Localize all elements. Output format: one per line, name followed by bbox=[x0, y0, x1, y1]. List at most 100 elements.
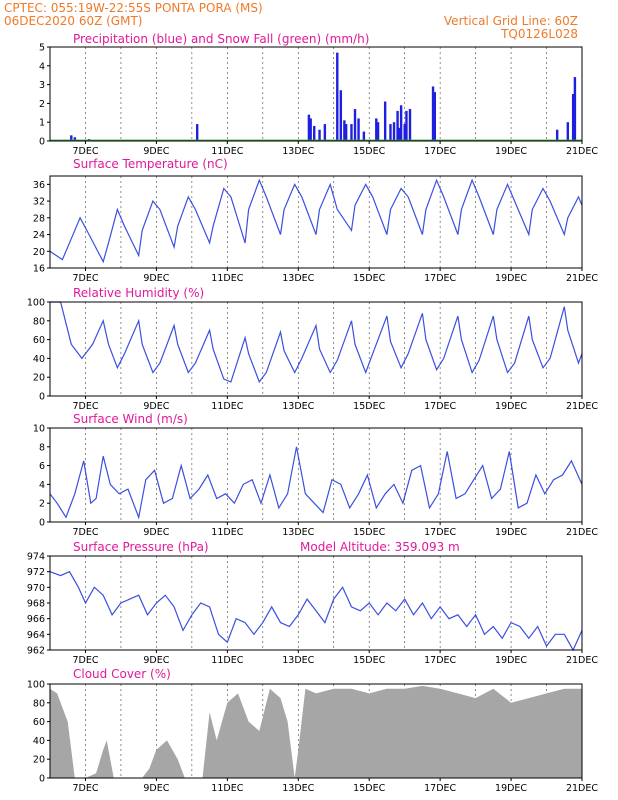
precip-bar bbox=[73, 137, 77, 141]
x-tick-label: 9DEC bbox=[143, 273, 169, 284]
y-tick-label: 6 bbox=[39, 461, 45, 472]
panel-title: Surface Pressure (hPa) bbox=[73, 540, 209, 554]
x-tick-label: 9DEC bbox=[143, 146, 169, 157]
x-tick-label: 9DEC bbox=[143, 655, 169, 666]
precip-bar bbox=[70, 135, 73, 141]
panel-frame bbox=[49, 301, 583, 397]
precip-bar bbox=[343, 120, 346, 141]
y-tick-label: 40 bbox=[33, 736, 45, 747]
x-tick-label: 13DEC bbox=[282, 401, 314, 412]
x-tick-label: 17DEC bbox=[424, 146, 456, 157]
x-tick-label: 21DEC bbox=[566, 527, 598, 538]
x-tick-label: 21DEC bbox=[566, 655, 598, 666]
series-line bbox=[49, 446, 583, 520]
panel-frame bbox=[49, 46, 583, 142]
panel-title: Surface Temperature (nC) bbox=[73, 157, 228, 171]
precip-bar bbox=[357, 118, 360, 141]
x-tick-label: 15DEC bbox=[353, 655, 385, 666]
x-tick-label: 19DEC bbox=[495, 783, 527, 794]
x-tick-label: 17DEC bbox=[424, 527, 456, 538]
precip-bar bbox=[403, 124, 406, 141]
x-tick-label: 13DEC bbox=[282, 655, 314, 666]
precip-bar bbox=[350, 124, 353, 141]
y-tick-label: 3 bbox=[39, 80, 45, 91]
x-tick-label: 11DEC bbox=[211, 527, 243, 538]
y-tick-label: 36 bbox=[33, 180, 45, 191]
precip-bar bbox=[344, 124, 348, 141]
panel-frame bbox=[49, 683, 583, 779]
precip-bar bbox=[195, 124, 199, 141]
x-tick-label: 17DEC bbox=[424, 273, 456, 284]
x-tick-label: 19DEC bbox=[495, 527, 527, 538]
x-tick-label: 7DEC bbox=[72, 655, 98, 666]
panel-title: Precipitation (blue) and Snow Fall (gree… bbox=[73, 32, 369, 46]
y-tick-label: 0 bbox=[39, 774, 45, 785]
x-tick-label: 19DEC bbox=[495, 401, 527, 412]
precip-bar bbox=[433, 92, 437, 141]
header-model: TQ0126L028 bbox=[500, 27, 578, 41]
x-tick-label: 7DEC bbox=[72, 783, 98, 794]
x-tick-label: 17DEC bbox=[424, 401, 456, 412]
y-tick-label: 0 bbox=[39, 392, 45, 403]
x-tick-label: 21DEC bbox=[566, 273, 598, 284]
precip-bar bbox=[307, 114, 311, 141]
precip-bar bbox=[555, 129, 559, 141]
precip-bar bbox=[399, 105, 403, 141]
header-location: CPTEC: 055:19W-22:55S PONTA PORA (MS) bbox=[4, 1, 263, 15]
precip-bar bbox=[405, 110, 408, 141]
x-tick-label: 21DEC bbox=[566, 783, 598, 794]
y-tick-label: 2 bbox=[39, 499, 45, 510]
y-tick-label: 24 bbox=[33, 230, 45, 241]
precip-bar bbox=[431, 86, 435, 141]
x-tick-label: 13DEC bbox=[282, 146, 314, 157]
precip-bar bbox=[318, 129, 321, 141]
panel-1: 0 1 2 3 4 5 7DEC 9DEC 11DEC 13DEC 15DEC 17DEC 19DEC 2… bbox=[39, 32, 598, 157]
panel-title: Cloud Cover (%) bbox=[73, 667, 171, 681]
panel-frame bbox=[49, 555, 583, 651]
y-tick-label: 972 bbox=[27, 567, 45, 578]
y-tick-label: 966 bbox=[27, 614, 45, 625]
y-tick-label: 0 bbox=[39, 137, 45, 148]
y-tick-label: 100 bbox=[27, 680, 45, 691]
header-grid-line: Vertical Grid Line: 60Z bbox=[444, 14, 578, 28]
x-tick-label: 11DEC bbox=[211, 401, 243, 412]
x-tick-label: 11DEC bbox=[211, 655, 243, 666]
series-line bbox=[49, 178, 583, 264]
x-tick-label: 13DEC bbox=[282, 783, 314, 794]
precip-bar bbox=[408, 109, 412, 141]
y-tick-label: 2 bbox=[39, 99, 45, 110]
x-tick-label: 11DEC bbox=[211, 273, 243, 284]
y-tick-label: 968 bbox=[27, 599, 45, 610]
series-line bbox=[50, 301, 583, 384]
y-tick-label: 32 bbox=[33, 197, 45, 208]
precip-bar bbox=[336, 52, 339, 141]
x-tick-label: 7DEC bbox=[72, 273, 98, 284]
panel-4: 0 2 4 6 8 10 7DEC 9DEC 11DEC 13DEC 15DEC 17DEC 19DEC… bbox=[33, 412, 598, 538]
panel-title: Surface Wind (m/s) bbox=[73, 412, 188, 426]
precip-bar bbox=[389, 124, 392, 141]
panel-frame bbox=[49, 427, 583, 523]
precip-bar bbox=[571, 94, 575, 141]
y-tick-label: 10 bbox=[33, 424, 45, 435]
precip-bar bbox=[392, 122, 396, 141]
y-tick-label: 4 bbox=[39, 61, 45, 72]
x-tick-label: 7DEC bbox=[72, 146, 98, 157]
y-tick-label: 4 bbox=[39, 480, 45, 491]
y-tick-label: 962 bbox=[27, 646, 45, 657]
panel-5: 962 964 966 968 970 972 974 7DEC 9DEC 11DEC 13DEC 1… bbox=[27, 540, 599, 666]
y-tick-label: 100 bbox=[27, 298, 45, 309]
x-tick-label: 19DEC bbox=[495, 146, 527, 157]
y-tick-label: 8 bbox=[39, 442, 45, 453]
panel-frame bbox=[49, 175, 583, 269]
x-tick-label: 11DEC bbox=[211, 146, 243, 157]
precip-bar bbox=[309, 118, 312, 141]
y-tick-label: 5 bbox=[39, 43, 45, 54]
x-tick-label: 7DEC bbox=[72, 401, 98, 412]
x-tick-label: 9DEC bbox=[143, 527, 169, 538]
precip-bar bbox=[396, 110, 399, 141]
y-tick-label: 974 bbox=[27, 552, 45, 563]
x-tick-label: 21DEC bbox=[566, 401, 598, 412]
panel-annotation: Model Altitude: 359.093 m bbox=[300, 540, 460, 554]
x-tick-label: 15DEC bbox=[353, 783, 385, 794]
panel-title: Relative Humidity (%) bbox=[73, 286, 204, 300]
